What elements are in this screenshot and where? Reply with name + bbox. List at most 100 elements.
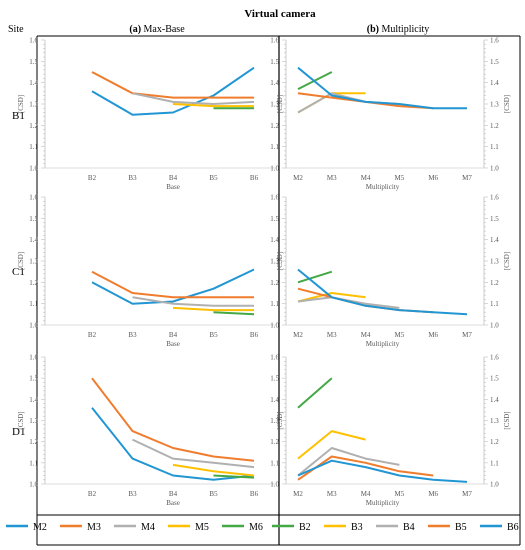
y-tick-label: 1.2 — [270, 438, 279, 446]
y-axis-label-right: [CSD] — [503, 411, 511, 429]
x-axis-label: Base — [166, 183, 180, 191]
x-tick-label: B4 — [169, 174, 178, 182]
y-tick-label: 1.2 — [490, 438, 499, 446]
y-tick-label: 1.4 — [29, 396, 38, 404]
chart-panel-c1-a: 1.0 1.1 1.2 1.3 1.4 1.5 1.6 [CSD] B2 B3 B4 B5 B6 Base — [17, 194, 275, 348]
x-tick-label: B3 — [128, 331, 137, 339]
y-tick-label: 1.2 — [29, 122, 38, 130]
series-line-b5 — [297, 287, 434, 314]
legend-label-b3: B3 — [351, 522, 363, 533]
y-tick-label: 1.0 — [29, 481, 38, 489]
chart-panel-c1-b: 1.0 1.1 1.2 1.3 1.4 1.5 1.6 1.0 1.1 1.2 1.3 1.4 1.5 1… — [270, 194, 511, 349]
site-header: Site — [8, 24, 24, 35]
series-line-m4 — [132, 92, 255, 105]
y-tick-label: 1.0 — [490, 165, 499, 173]
y-tick-label: 1.1 — [270, 300, 279, 308]
y-tick-label: 1.2 — [490, 279, 499, 287]
x-tick-label: B5 — [209, 331, 218, 339]
y-tick-label: 1.2 — [270, 122, 279, 130]
y-tick-label: 1.4 — [270, 396, 279, 404]
y-tick-label: 1.3 — [29, 101, 38, 109]
y-tick-label: 1.5 — [29, 58, 38, 66]
x-tick-label: M5 — [395, 331, 405, 339]
x-tick-label: M3 — [327, 331, 337, 339]
series-line-b2 — [297, 270, 333, 284]
panel-a-tag: (a) — [129, 24, 141, 35]
chart-panel-d1-a: 1.0 1.1 1.2 1.3 1.4 1.5 1.6 [CSD] B2 B3 B4 B5 B6 Base — [17, 354, 275, 507]
x-tick-label: M5 — [395, 174, 405, 182]
x-tick-label: B6 — [250, 331, 259, 339]
y-tick-label: 1.1 — [490, 143, 499, 151]
x-tick-label: B6 — [250, 490, 259, 498]
figure-title: Virtual camera — [244, 8, 316, 20]
x-tick-label: M7 — [462, 331, 472, 339]
chart-panel-b1-a: 1.0 1.1 1.2 1.3 1.4 1.5 1.6 [CSD] B2 B3 B4 B5 B6 Base — [17, 37, 275, 191]
x-tick-label: B6 — [250, 174, 259, 182]
y-axis-label: [CSD] — [17, 411, 25, 429]
x-tick-label: M7 — [462, 490, 472, 498]
series-line-b2 — [297, 377, 333, 409]
y-tick-label: 1.6 — [270, 354, 279, 362]
x-tick-label: M5 — [395, 490, 405, 498]
x-axis-label: Base — [166, 499, 180, 507]
x-tick-label: M4 — [361, 174, 371, 182]
y-tick-label: 1.3 — [270, 417, 279, 425]
site-label-b1: B1 — [12, 110, 25, 122]
site-label-d1: D1 — [12, 426, 25, 438]
panel-b-tag: (b) — [367, 24, 379, 35]
legend-label-b5: B5 — [455, 522, 467, 533]
series-line-m2 — [91, 66, 255, 116]
x-tick-label: M4 — [361, 490, 371, 498]
x-tick-label: B5 — [209, 490, 218, 498]
y-tick-label: 1.4 — [270, 236, 279, 244]
y-axis-label: [CSD] — [276, 252, 284, 270]
y-tick-label: 1.5 — [29, 375, 38, 383]
y-tick-label: 1.0 — [490, 322, 499, 330]
y-tick-label: 1.1 — [29, 143, 38, 151]
x-tick-label: M3 — [327, 174, 337, 182]
series-line-m2 — [91, 407, 255, 481]
x-tick-label: B2 — [88, 490, 97, 498]
x-tick-label: M4 — [361, 331, 371, 339]
y-tick-label: 1.6 — [29, 354, 38, 362]
y-tick-label: 1.6 — [29, 194, 38, 202]
y-axis-label: [CSD] — [276, 411, 284, 429]
y-tick-label: 1.5 — [490, 215, 499, 223]
y-tick-label: 1.5 — [270, 375, 279, 383]
series-line-m5 — [172, 306, 254, 312]
y-axis-label: [CSD] — [276, 95, 284, 113]
y-tick-label: 1.0 — [270, 481, 279, 489]
series-line-b6 — [297, 459, 468, 483]
y-tick-label: 1.3 — [490, 258, 499, 266]
y-tick-label: 1.5 — [270, 58, 279, 66]
series-line-b6 — [297, 268, 468, 316]
y-tick-label: 1.6 — [490, 37, 499, 45]
x-tick-label: M3 — [327, 490, 337, 498]
series-line-b3 — [297, 430, 366, 460]
series-line-b3 — [297, 292, 366, 303]
y-tick-label: 1.3 — [270, 101, 279, 109]
legend-label-m3: M3 — [87, 522, 101, 533]
chart-panels: 1.0 1.1 1.2 1.3 1.4 1.5 1.6 [CSD] B2 B3 B4 B5 B6 Base… — [17, 37, 511, 508]
x-axis-label: Multiplicity — [366, 340, 400, 348]
x-tick-label: B4 — [169, 331, 178, 339]
y-tick-label: 1.4 — [490, 79, 499, 87]
y-tick-label: 1.4 — [29, 236, 38, 244]
y-tick-label: 1.0 — [270, 322, 279, 330]
legend-label-b4: B4 — [403, 522, 415, 533]
y-tick-label: 1.1 — [29, 459, 38, 467]
y-tick-label: 1.0 — [270, 165, 279, 173]
legend-label-m6: M6 — [249, 522, 263, 533]
y-tick-label: 1.2 — [29, 438, 38, 446]
x-tick-label: B5 — [209, 174, 218, 182]
y-tick-label: 1.3 — [490, 101, 499, 109]
series-line-m5 — [172, 103, 254, 108]
y-axis-label: [CSD] — [17, 252, 25, 270]
x-tick-label: M2 — [293, 490, 303, 498]
chart-panel-d1-b: 1.0 1.1 1.2 1.3 1.4 1.5 1.6 1.0 1.1 1.2 1.3 1.4 1.5 1… — [270, 354, 511, 508]
series-line-m6 — [213, 311, 255, 316]
x-axis-label: Multiplicity — [366, 183, 400, 191]
x-tick-label: M2 — [293, 174, 303, 182]
panel-a-label: Max-Base — [141, 24, 185, 35]
